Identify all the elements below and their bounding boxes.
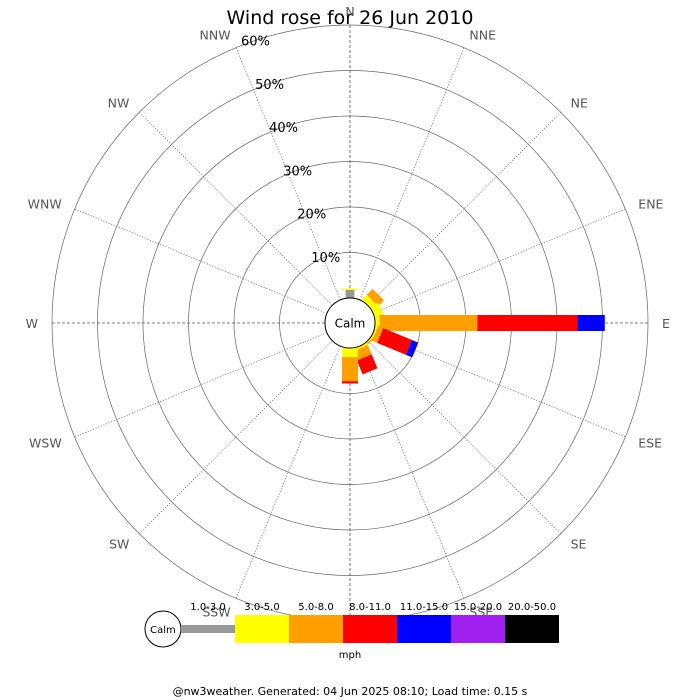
legend-bin-label: 15.0-20.0 [454, 602, 502, 613]
legend-bin-label: 1.0-3.0 [190, 602, 225, 613]
footer-text: @nw3weather. Generated: 04 Jun 2025 08:1… [173, 685, 528, 698]
legend-calm-label: Calm [150, 625, 176, 636]
wind-bar-segment-s-1 [342, 348, 358, 358]
grid-spoke [139, 112, 333, 306]
direction-label: E [662, 316, 670, 331]
direction-label: ENE [638, 197, 663, 212]
wind-bar-segment-e-3 [477, 315, 578, 331]
legend-swatch-1 [235, 615, 289, 643]
grid-spoke [367, 340, 561, 534]
direction-label: NNW [200, 28, 231, 43]
direction-label: N [345, 4, 354, 19]
radial-tick-label: 40% [269, 121, 298, 136]
calm-circle [324, 297, 376, 349]
legend-swatch-4 [397, 615, 451, 643]
direction-label: SW [109, 537, 129, 552]
chart-title: Wind rose for 26 Jun 2010 [227, 7, 474, 29]
direction-label: NNE [469, 28, 496, 43]
direction-label: W [26, 316, 38, 331]
radial-tick-label: 30% [283, 164, 312, 179]
direction-label: NE [571, 95, 588, 110]
direction-label: ESE [638, 435, 662, 450]
wind-bar-segment-n-0 [345, 289, 355, 298]
legend-swatch-6 [505, 615, 559, 643]
legend-swatch-5 [451, 615, 505, 643]
units-label: mph [339, 650, 361, 661]
wind-bar-segment-s-3 [342, 381, 358, 384]
speed-legend: Calm 1.0-3.0 3.0-5.0 5.0-8.0 8.0-11.0 11.0-15… [144, 602, 559, 648]
wind-bar-segment-e-2 [379, 315, 478, 331]
wind-bars [342, 288, 605, 384]
legend-bin-label: 11.0-15.0 [400, 602, 448, 613]
legend-swatch-2 [289, 615, 343, 643]
radial-tick-label: 20% [297, 208, 326, 223]
direction-label: WSW [29, 435, 62, 450]
direction-label: WNW [28, 197, 62, 212]
legend-swatch-3 [343, 615, 397, 643]
grid-spoke [367, 112, 561, 306]
direction-label: NW [108, 95, 130, 110]
grid-spoke [235, 47, 341, 301]
polar-grid: NNNENEENEEESESESSESSSWSWWSWWWNWNWNNW10%2… [26, 4, 670, 643]
wind-bar-segment-ese-4 [405, 340, 419, 358]
wind-bar-segment-n-1 [342, 288, 358, 290]
calm-indicator: Calm [324, 297, 376, 349]
legend-bin-label: 3.0-5.0 [244, 602, 279, 613]
radial-tick-label: 60% [241, 35, 270, 50]
direction-label: SE [571, 537, 587, 552]
legend-bin-label: 5.0-8.0 [298, 602, 333, 613]
legend-bin-label: 8.0-11.0 [349, 602, 391, 613]
grid-spoke [74, 332, 328, 438]
radial-tick-label: 50% [255, 78, 284, 93]
wind-bar-segment-ne-2 [366, 289, 384, 307]
legend-swatch-0 [181, 625, 235, 633]
grid-spoke [372, 208, 626, 314]
wind-bar-segment-sse-3 [356, 354, 378, 375]
radial-tick-label: 10% [311, 251, 340, 266]
direction-label: SSW [202, 604, 230, 619]
legend-bin-label: 20.0-50.0 [508, 602, 556, 613]
wind-bar-segment-s-2 [342, 357, 358, 382]
grid-spoke [139, 340, 333, 534]
calm-label: Calm [335, 317, 366, 331]
grid-spoke [74, 208, 328, 314]
wind-bar-segment-ese-3 [377, 328, 412, 355]
grid-spoke [235, 345, 341, 599]
wind-bar-segment-ese-2 [372, 326, 384, 343]
wind-bar-segment-e-4 [577, 315, 605, 331]
grid-spoke [359, 345, 465, 599]
grid-spoke [359, 47, 465, 301]
